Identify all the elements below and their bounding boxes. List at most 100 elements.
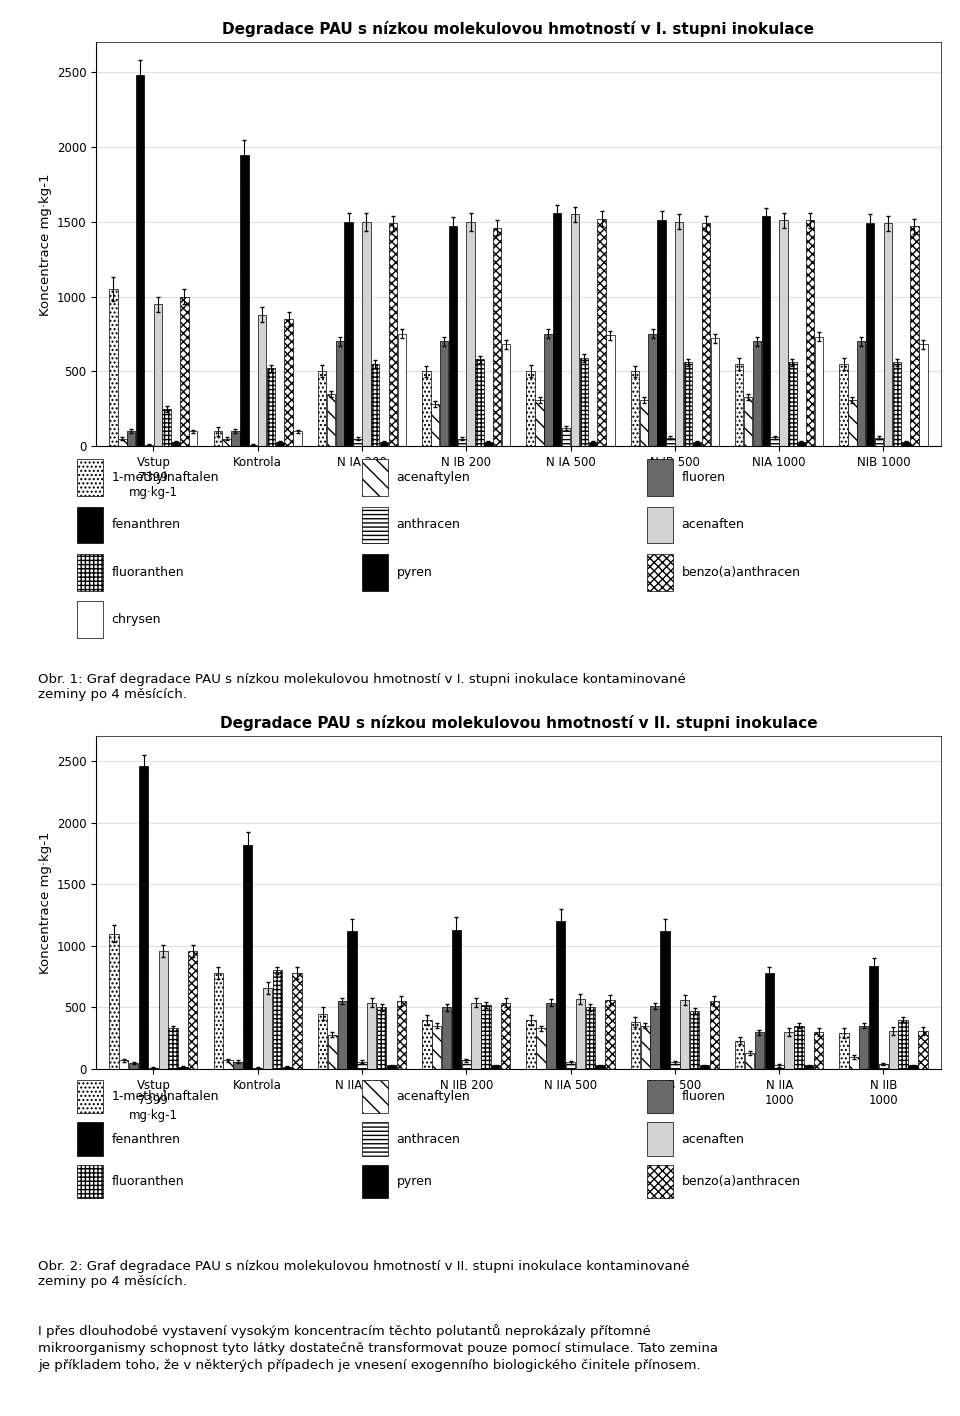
Bar bbox=[467, 222, 475, 446]
Bar bbox=[735, 1041, 744, 1069]
Text: fluoren: fluoren bbox=[682, 472, 726, 484]
Bar bbox=[318, 1014, 327, 1069]
FancyBboxPatch shape bbox=[647, 554, 673, 590]
Bar bbox=[883, 224, 892, 446]
Bar bbox=[233, 1062, 243, 1069]
Bar bbox=[797, 442, 805, 446]
Bar bbox=[784, 1032, 794, 1069]
Bar bbox=[458, 439, 466, 446]
FancyBboxPatch shape bbox=[647, 459, 673, 496]
Bar bbox=[367, 1003, 376, 1069]
Bar bbox=[780, 221, 788, 446]
Text: anthracen: anthracen bbox=[396, 518, 461, 531]
Bar bbox=[753, 341, 761, 446]
Bar bbox=[327, 1035, 337, 1069]
Bar bbox=[875, 438, 883, 446]
Y-axis label: Koncentrace mg·kg-1: Koncentrace mg·kg-1 bbox=[39, 831, 53, 974]
Bar bbox=[293, 973, 301, 1069]
Bar bbox=[639, 399, 648, 446]
Bar bbox=[109, 933, 119, 1069]
Bar bbox=[850, 1056, 858, 1069]
Bar bbox=[357, 1062, 367, 1069]
FancyBboxPatch shape bbox=[362, 1123, 388, 1155]
Bar bbox=[764, 973, 774, 1069]
Bar bbox=[179, 1066, 187, 1069]
Bar bbox=[362, 222, 371, 446]
Bar bbox=[158, 950, 168, 1069]
Bar bbox=[282, 1066, 292, 1069]
Bar bbox=[189, 430, 198, 446]
Bar bbox=[129, 1063, 138, 1069]
Bar bbox=[878, 1065, 888, 1069]
Bar bbox=[442, 1007, 451, 1069]
Bar bbox=[119, 1061, 129, 1069]
Bar bbox=[223, 439, 230, 446]
Bar bbox=[755, 1032, 764, 1069]
Text: chrysen: chrysen bbox=[111, 613, 161, 626]
Bar bbox=[586, 1007, 595, 1069]
Bar bbox=[709, 1001, 719, 1069]
Bar bbox=[899, 1020, 908, 1069]
Text: 1-methylnaftalen: 1-methylnaftalen bbox=[111, 1090, 219, 1103]
Bar bbox=[562, 428, 570, 446]
Bar bbox=[377, 1007, 386, 1069]
Text: fluoranthen: fluoranthen bbox=[111, 566, 184, 579]
Bar bbox=[710, 338, 719, 446]
Bar bbox=[745, 1054, 755, 1069]
Bar bbox=[806, 221, 814, 446]
Bar bbox=[294, 430, 301, 446]
Bar bbox=[336, 341, 344, 446]
Text: fenanthren: fenanthren bbox=[111, 1133, 180, 1146]
Bar bbox=[526, 1020, 536, 1069]
Text: pyren: pyren bbox=[396, 566, 432, 579]
Bar bbox=[462, 1061, 471, 1069]
Bar bbox=[605, 1000, 614, 1069]
Bar bbox=[372, 364, 379, 446]
Bar bbox=[493, 228, 501, 446]
Bar bbox=[556, 922, 565, 1069]
Text: benzo(a)anthracen: benzo(a)anthracen bbox=[682, 566, 801, 579]
Bar bbox=[389, 224, 397, 446]
FancyBboxPatch shape bbox=[362, 1165, 388, 1198]
FancyBboxPatch shape bbox=[647, 507, 673, 544]
Bar bbox=[213, 430, 222, 446]
Bar bbox=[224, 1061, 232, 1069]
Bar bbox=[353, 439, 362, 446]
Bar bbox=[136, 75, 144, 446]
Bar bbox=[869, 966, 878, 1069]
Bar bbox=[580, 358, 588, 446]
Bar bbox=[794, 1027, 804, 1069]
Text: 1-methylnaftalen: 1-methylnaftalen bbox=[111, 472, 219, 484]
Bar bbox=[180, 296, 188, 446]
Bar bbox=[502, 344, 511, 446]
Title: Degradace PAU s nízkou molekulovou hmotností v I. stupni inokulace: Degradace PAU s nízkou molekulovou hmotn… bbox=[223, 21, 814, 37]
Bar bbox=[775, 1065, 783, 1069]
Bar bbox=[326, 394, 335, 446]
Bar bbox=[452, 930, 461, 1069]
Bar bbox=[666, 438, 675, 446]
Text: benzo(a)anthracen: benzo(a)anthracen bbox=[682, 1175, 801, 1188]
Bar bbox=[595, 1065, 605, 1069]
Bar bbox=[249, 445, 257, 446]
Bar bbox=[273, 970, 282, 1069]
Bar bbox=[188, 950, 198, 1069]
Bar bbox=[631, 1022, 640, 1069]
Bar bbox=[889, 1031, 898, 1069]
FancyBboxPatch shape bbox=[362, 1080, 388, 1113]
Bar bbox=[431, 404, 440, 446]
Bar bbox=[670, 1062, 680, 1069]
FancyBboxPatch shape bbox=[362, 459, 388, 496]
Bar bbox=[397, 334, 406, 446]
Bar bbox=[263, 988, 273, 1069]
FancyBboxPatch shape bbox=[362, 507, 388, 544]
FancyBboxPatch shape bbox=[77, 507, 103, 544]
Bar bbox=[919, 344, 927, 446]
Bar bbox=[276, 442, 284, 446]
Bar bbox=[565, 1062, 575, 1069]
Text: Obr. 2: Graf degradace PAU s nízkou molekulovou hmotností v II. stupni inokulace: Obr. 2: Graf degradace PAU s nízkou mole… bbox=[38, 1260, 690, 1289]
Bar bbox=[675, 222, 684, 446]
Bar bbox=[648, 334, 657, 446]
Bar bbox=[700, 1065, 709, 1069]
Bar bbox=[893, 362, 900, 446]
Bar bbox=[422, 1020, 432, 1069]
